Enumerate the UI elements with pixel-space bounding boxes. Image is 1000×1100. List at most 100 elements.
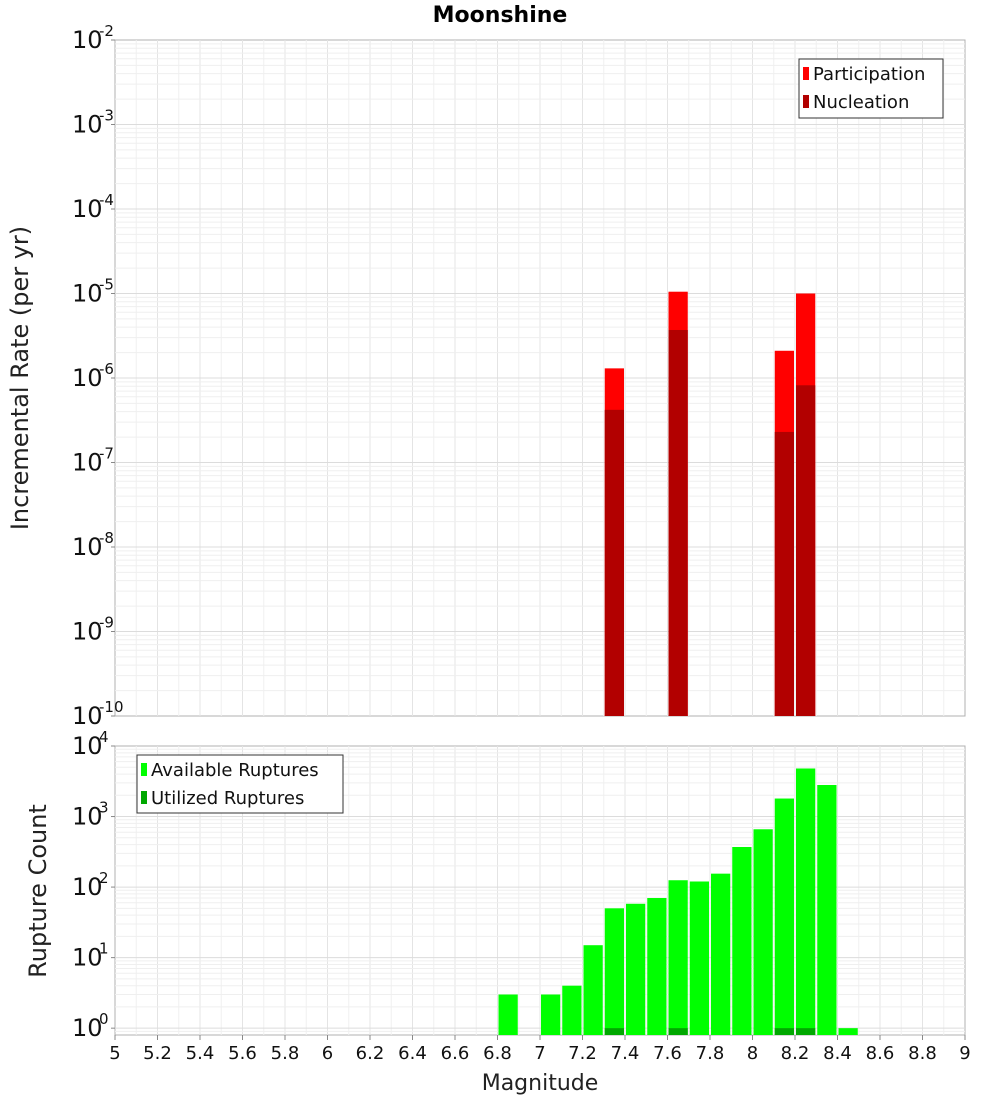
- bottom-y-tick-label: 100: [72, 1010, 109, 1042]
- bar-available-ruptures: [541, 994, 561, 1035]
- x-tick-label: 5.6: [228, 1043, 257, 1064]
- top-y-axis-label: Incremental Rate (per yr): [6, 226, 34, 530]
- bottom-bars: [498, 768, 858, 1035]
- x-tick-label: 8.8: [908, 1043, 937, 1064]
- bar-available-ruptures: [817, 784, 837, 1035]
- y-tick-base: 10: [72, 111, 103, 139]
- top-legend: Participation Nucleation: [798, 58, 944, 119]
- bottom-legend-box: [136, 754, 344, 814]
- x-tick-label: 6.6: [441, 1043, 470, 1064]
- bar-available-ruptures: [498, 994, 518, 1035]
- legend-label-participation: Participation: [813, 64, 925, 85]
- x-tick-label: 6.8: [483, 1043, 512, 1064]
- bottom-y-axis-label: Rupture Count: [24, 804, 52, 978]
- top-y-tick-label: 10-6: [72, 360, 114, 392]
- legend-swatch-utilized-ruptures: [141, 791, 147, 804]
- y-tick-base: 10: [72, 1014, 103, 1042]
- y-tick-base: 10: [72, 449, 103, 477]
- x-tick-label: 8.6: [866, 1043, 895, 1064]
- top-y-tick-label: 10-2: [72, 22, 114, 54]
- x-tick-label: 7.2: [568, 1043, 597, 1064]
- legend-label-available-ruptures: Available Ruptures: [151, 760, 319, 781]
- y-tick-base: 10: [72, 195, 103, 223]
- y-tick-exponent: 1: [99, 940, 109, 958]
- x-tick-label: 5: [109, 1043, 120, 1064]
- x-tick-label: 7.4: [611, 1043, 640, 1064]
- top-y-tick-label: 10-8: [72, 529, 114, 561]
- bar-available-ruptures: [647, 898, 667, 1035]
- bar-utilized-ruptures: [774, 1028, 794, 1035]
- legend-swatch-available-ruptures: [141, 763, 147, 776]
- bottom-y-tick-label: 102: [72, 869, 109, 901]
- bar-available-ruptures: [668, 880, 688, 1035]
- bar-utilized-ruptures: [604, 1028, 624, 1035]
- bar-nucleation: [774, 431, 794, 716]
- x-tick-label: 8: [747, 1043, 758, 1064]
- y-tick-exponent: -10: [99, 698, 124, 716]
- y-tick-exponent: -9: [99, 614, 114, 632]
- y-tick-exponent: -8: [99, 529, 114, 547]
- bar-nucleation: [796, 385, 816, 716]
- y-tick-base: 10: [72, 280, 103, 308]
- top-legend-box: [798, 58, 944, 119]
- bottom-legend: Available Ruptures Utilized Ruptures: [136, 754, 344, 814]
- y-tick-exponent: -2: [99, 22, 114, 40]
- x-ticks: 5 5.2 5.4 5.6 5.8 6 6.2 6.4 6.6 6.8 7 7.2 7.4 7.6 7.8 8…: [109, 1035, 971, 1064]
- bar-available-ruptures: [689, 881, 709, 1035]
- bar-available-ruptures: [838, 1028, 858, 1035]
- bottom-y-tick-label: 104: [72, 728, 109, 760]
- bar-available-ruptures: [604, 908, 624, 1035]
- legend-label-utilized-ruptures: Utilized Ruptures: [151, 788, 304, 809]
- bar-available-ruptures: [562, 985, 582, 1035]
- y-tick-base: 10: [72, 533, 103, 561]
- bar-nucleation: [604, 409, 624, 716]
- x-tick-label: 7: [534, 1043, 545, 1064]
- y-tick-base: 10: [72, 732, 103, 760]
- x-tick-label: 8.4: [823, 1043, 852, 1064]
- bar-available-ruptures: [626, 903, 646, 1035]
- top-grid: [115, 40, 965, 716]
- top-y-tick-label: 10-10: [72, 698, 124, 730]
- bottom-y-tick-label: 101: [72, 940, 109, 972]
- legend-label-nucleation: Nucleation: [813, 92, 909, 113]
- bottom-y-tick-label: 103: [72, 799, 109, 831]
- bar-available-ruptures: [774, 798, 794, 1035]
- y-tick-base: 10: [72, 26, 103, 54]
- bar-available-ruptures: [753, 829, 773, 1035]
- y-tick-exponent: 4: [99, 728, 109, 746]
- bar-available-ruptures: [732, 847, 752, 1035]
- y-tick-exponent: 3: [99, 799, 109, 817]
- top-bars: [604, 291, 816, 716]
- legend-swatch-participation: [803, 67, 809, 80]
- bar-utilized-ruptures: [796, 1028, 816, 1035]
- x-tick-label: 5.4: [186, 1043, 215, 1064]
- y-tick-exponent: -6: [99, 360, 114, 378]
- top-y-tick-label: 10-3: [72, 107, 114, 139]
- x-tick-label: 9: [959, 1043, 970, 1064]
- y-tick-base: 10: [72, 618, 103, 646]
- bar-available-ruptures: [796, 768, 816, 1035]
- y-tick-base: 10: [72, 803, 103, 831]
- bar-available-ruptures: [583, 945, 603, 1035]
- top-y-tick-label: 10-5: [72, 276, 114, 308]
- legend-swatch-nucleation: [803, 95, 809, 108]
- x-tick-label: 7.8: [696, 1043, 725, 1064]
- y-tick-exponent: -7: [99, 445, 114, 463]
- top-y-tick-label: 10-7: [72, 445, 114, 477]
- bar-available-ruptures: [711, 873, 731, 1035]
- x-tick-label: 8.2: [781, 1043, 810, 1064]
- x-tick-label: 5.8: [271, 1043, 300, 1064]
- top-y-tick-label: 10-9: [72, 614, 114, 646]
- bar-utilized-ruptures: [668, 1028, 688, 1035]
- y-tick-base: 10: [72, 873, 103, 901]
- y-tick-base: 10: [72, 702, 103, 730]
- y-tick-exponent: -4: [99, 191, 114, 209]
- x-tick-label: 7.6: [653, 1043, 682, 1064]
- x-tick-label: 5.2: [143, 1043, 172, 1064]
- top-y-tick-label: 10-4: [72, 191, 114, 223]
- chart-title: Moonshine: [433, 3, 568, 28]
- bar-nucleation: [668, 329, 688, 716]
